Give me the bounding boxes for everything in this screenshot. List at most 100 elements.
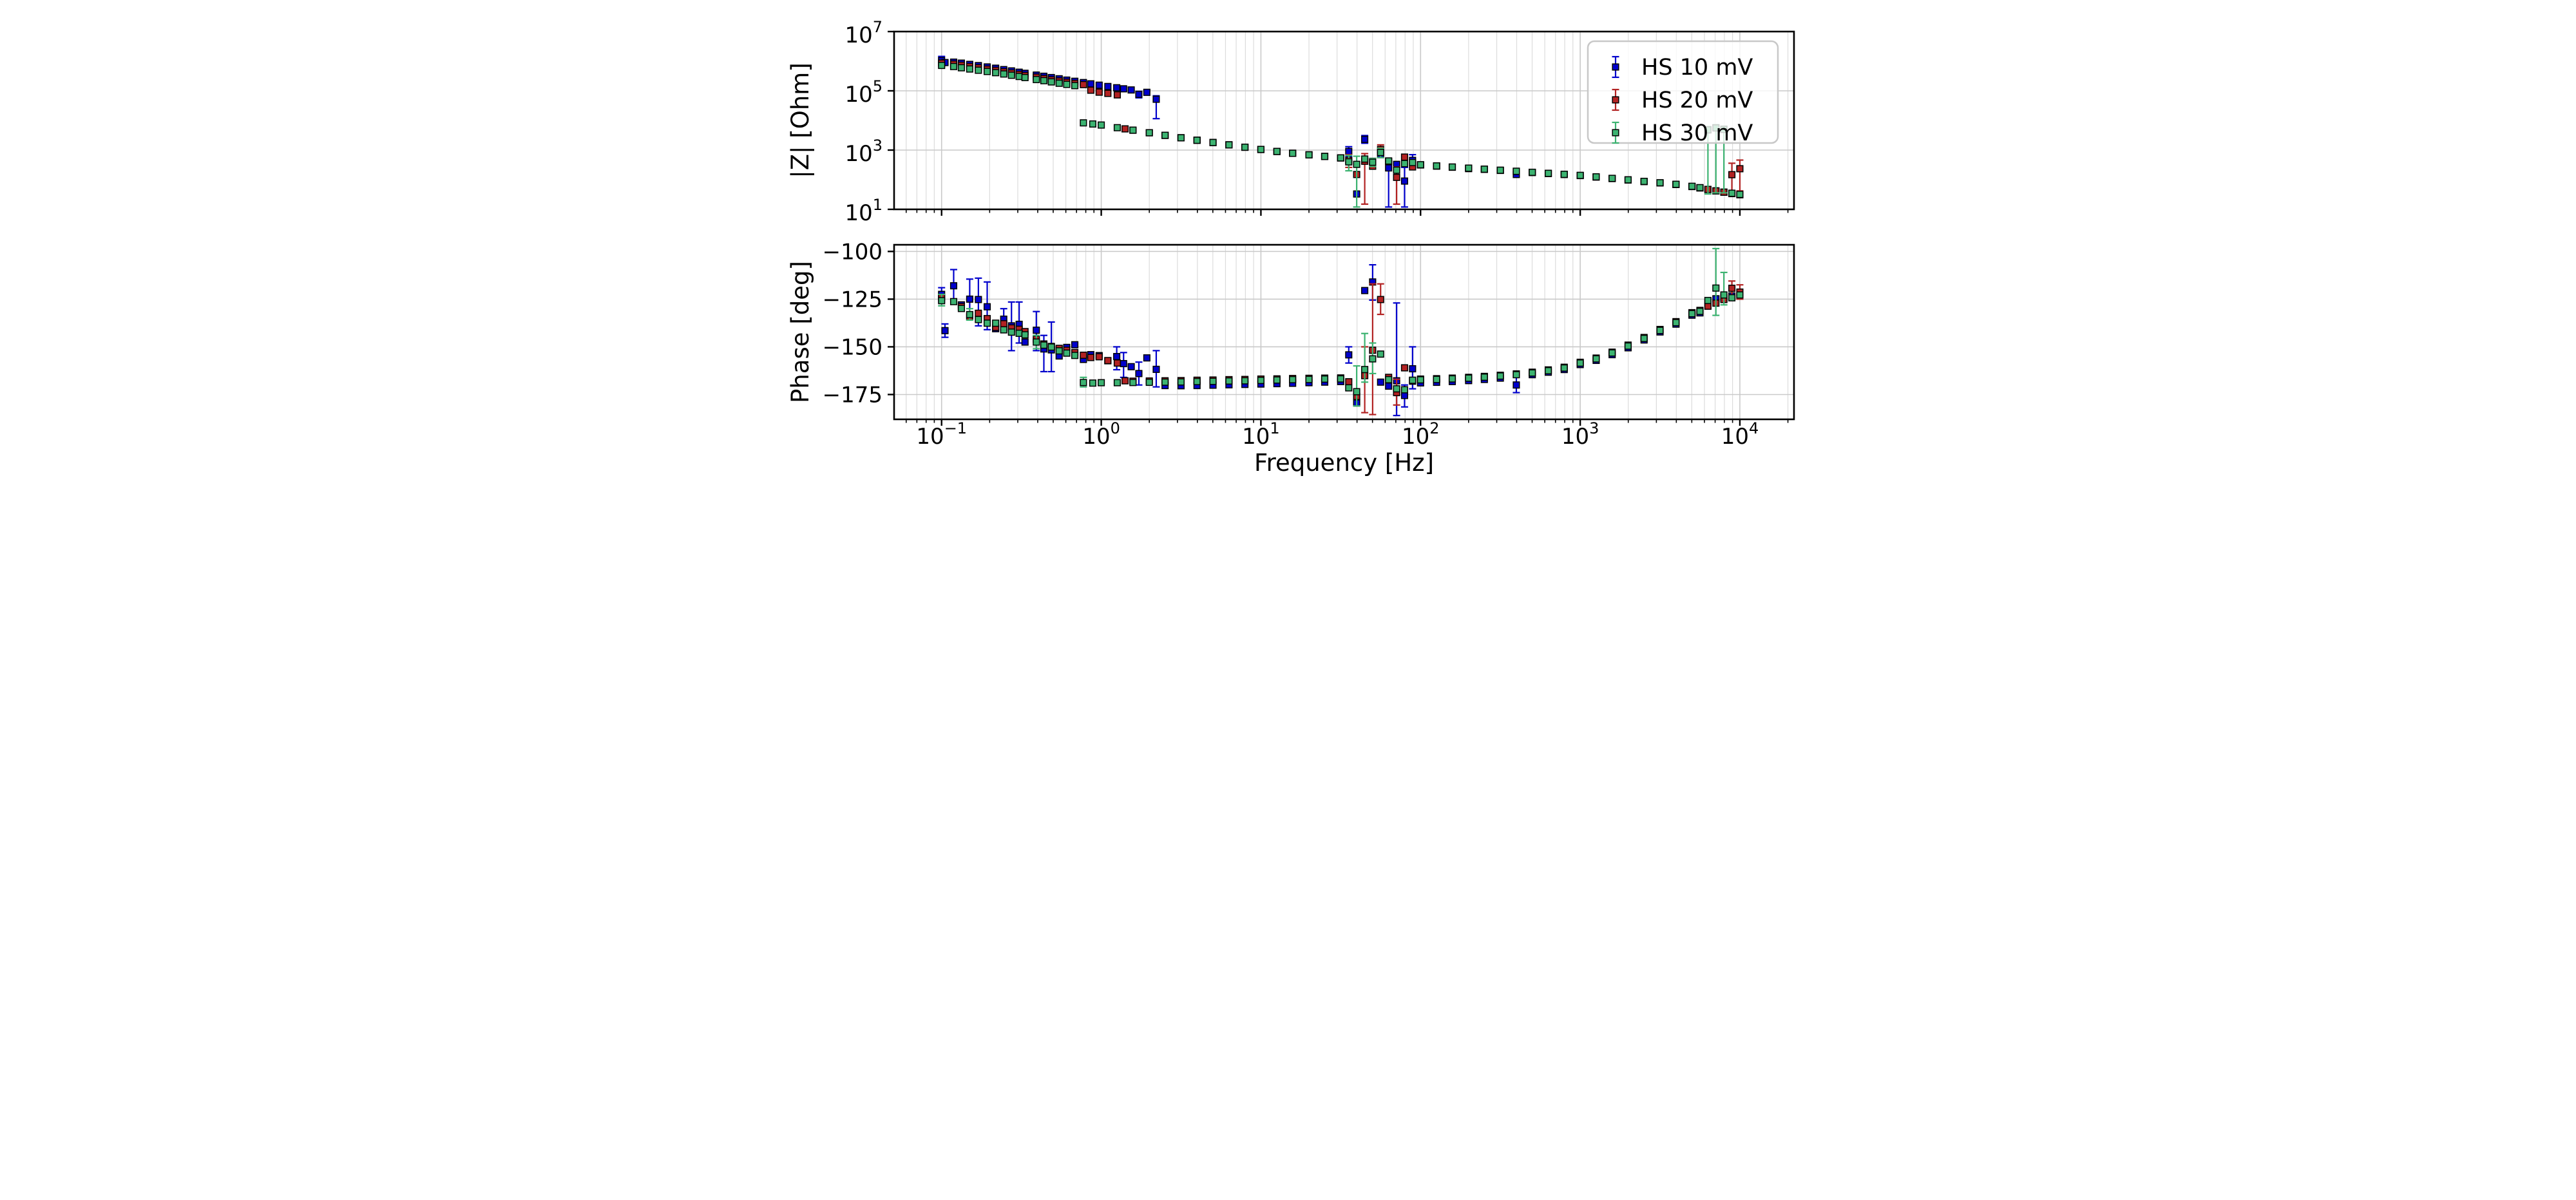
legend-marker-icon xyxy=(1611,129,1619,137)
y-ticks: 107 105 103 101 xyxy=(844,18,894,226)
legend-item-hs-20-mv: HS 20 mV xyxy=(1611,88,1753,113)
data-point-hs-20-mv xyxy=(1113,359,1121,367)
data-point-hs-10-mv xyxy=(1143,88,1150,96)
data-point-hs-30-mv xyxy=(1400,160,1408,167)
data-point-hs-10-mv xyxy=(1103,82,1111,90)
data-point-hs-10-mv xyxy=(1120,85,1127,93)
data-point-hs-30-mv xyxy=(1337,375,1344,383)
panel-phase: 10−1 100 101 102 103 104 −100 −125 −150 −175 xyxy=(822,239,1795,450)
data-point-hs-30-mv xyxy=(1007,329,1015,336)
data-point-hs-30-mv xyxy=(1712,284,1719,292)
data-point-hs-10-mv xyxy=(1127,363,1135,370)
data-point-hs-30-mv xyxy=(1257,146,1264,153)
data-point-hs-30-mv xyxy=(1337,154,1344,162)
legend-marker-icon xyxy=(1611,63,1619,71)
data-point-hs-10-mv xyxy=(1021,338,1029,346)
data-point-hs-30-mv xyxy=(1560,171,1568,178)
data-point-hs-10-mv xyxy=(1384,382,1392,390)
data-point-hs-30-mv xyxy=(1177,134,1185,142)
data-point-hs-10-mv xyxy=(1344,351,1352,359)
y-tick-label: 103 xyxy=(844,137,883,167)
data-point-hs-30-mv xyxy=(1592,173,1599,181)
data-point-hs-30-mv xyxy=(937,62,945,70)
data-point-hs-10-mv xyxy=(1152,95,1159,103)
data-point-hs-30-mv xyxy=(1097,379,1105,386)
data-point-hs-30-mv xyxy=(1241,143,1248,151)
data-point-hs-20-mv xyxy=(1079,81,1087,88)
data-point-hs-20-mv xyxy=(1400,153,1408,161)
data-point-hs-30-mv xyxy=(1528,369,1536,377)
data-point-hs-30-mv xyxy=(1368,355,1376,363)
data-point-hs-30-mv xyxy=(1129,126,1136,134)
data-point-hs-30-mv xyxy=(1640,178,1648,186)
gridlines xyxy=(893,245,1794,419)
data-point-hs-30-mv xyxy=(1032,338,1040,346)
x-ticks: 10−1 100 101 102 103 104 xyxy=(905,419,1788,450)
data-point-hs-30-mv xyxy=(1496,166,1504,174)
panel-impedance: 107 105 103 101 xyxy=(844,18,1795,226)
data-point-hs-30-mv xyxy=(1512,371,1520,379)
data-point-hs-30-mv xyxy=(1672,319,1679,327)
y-tick-label: 105 xyxy=(844,77,883,108)
data-point-hs-30-mv xyxy=(991,69,999,77)
y-tick-label: −150 xyxy=(822,334,882,360)
data-point-hs-20-mv xyxy=(1728,171,1735,178)
series-hs-30-mv xyxy=(937,62,1744,208)
data-point-hs-20-mv xyxy=(1095,88,1103,96)
data-point-hs-10-mv xyxy=(1143,354,1150,362)
data-point-hs-20-mv xyxy=(1000,320,1007,328)
data-point-hs-30-mv xyxy=(1695,184,1704,191)
data-point-hs-30-mv xyxy=(1304,376,1313,383)
data-point-hs-10-mv xyxy=(1360,287,1368,294)
data-point-hs-10-mv xyxy=(1360,135,1368,143)
data-point-hs-30-mv xyxy=(1576,359,1584,367)
figure: 107 105 103 101 10−1 100 101 102 103 104 −100 −125… xyxy=(772,0,1804,480)
data-point-hs-30-mv xyxy=(1344,158,1352,166)
data-point-hs-30-mv xyxy=(1464,164,1472,172)
data-point-hs-30-mv xyxy=(1560,364,1568,372)
legend-item-hs-10-mv: HS 10 mV xyxy=(1611,55,1753,81)
axis-labels: |Z| [Ohm] Phase [deg] Frequency [Hz] xyxy=(787,62,1434,477)
data-point-hs-10-mv xyxy=(1134,370,1143,377)
data-point-hs-30-mv xyxy=(957,64,965,71)
data-point-hs-30-mv xyxy=(1608,349,1616,357)
data-point-hs-30-mv xyxy=(1433,376,1440,383)
data-point-hs-30-mv xyxy=(983,68,991,75)
data-point-hs-30-mv xyxy=(1368,158,1376,166)
data-point-hs-10-mv xyxy=(966,295,973,303)
data-point-hs-30-mv xyxy=(1353,388,1360,395)
data-point-hs-30-mv xyxy=(1113,379,1121,386)
panel-border xyxy=(893,30,1795,211)
data-point-hs-30-mv xyxy=(1384,376,1392,383)
data-point-hs-10-mv xyxy=(1112,353,1120,361)
data-point-hs-30-mv xyxy=(1448,163,1456,171)
data-point-hs-10-mv xyxy=(1344,148,1352,155)
y-ticks: −100 −125 −150 −175 xyxy=(822,239,894,408)
x-tick-label: 100 xyxy=(1082,419,1120,450)
data-point-hs-30-mv xyxy=(1021,331,1029,339)
data-point-hs-30-mv xyxy=(1544,169,1552,177)
data-point-hs-30-mv xyxy=(1576,171,1584,179)
data-point-hs-30-mv xyxy=(1193,137,1201,144)
data-point-hs-30-mv xyxy=(1624,342,1632,350)
data-point-hs-30-mv xyxy=(1273,148,1281,155)
bode-chart-svg: 107 105 103 101 10−1 100 101 102 103 104 −100 −125… xyxy=(787,18,1795,477)
y-axis-label-phase: Phase [deg] xyxy=(787,261,814,403)
data-point-hs-30-mv xyxy=(1728,294,1735,301)
data-point-hs-20-mv xyxy=(1103,90,1111,97)
data-point-hs-30-mv xyxy=(1528,168,1536,176)
data-point-hs-30-mv xyxy=(974,316,982,323)
legend-item-hs-30-mv: HS 30 mV xyxy=(1611,120,1753,146)
data-point-hs-30-mv xyxy=(1544,367,1552,375)
data-point-hs-30-mv xyxy=(1040,341,1047,349)
y-tick-label: 107 xyxy=(844,18,883,48)
data-point-hs-10-mv xyxy=(1512,381,1520,389)
data-point-hs-30-mv xyxy=(1032,75,1040,84)
data-point-hs-30-mv xyxy=(1735,291,1744,299)
data-point-hs-30-mv xyxy=(1288,149,1296,157)
data-point-hs-10-mv xyxy=(940,327,949,334)
data-point-hs-30-mv xyxy=(1655,327,1664,334)
data-point-hs-30-mv xyxy=(1161,131,1169,139)
data-point-hs-30-mv xyxy=(1377,149,1384,157)
data-point-hs-30-mv xyxy=(1062,349,1071,357)
